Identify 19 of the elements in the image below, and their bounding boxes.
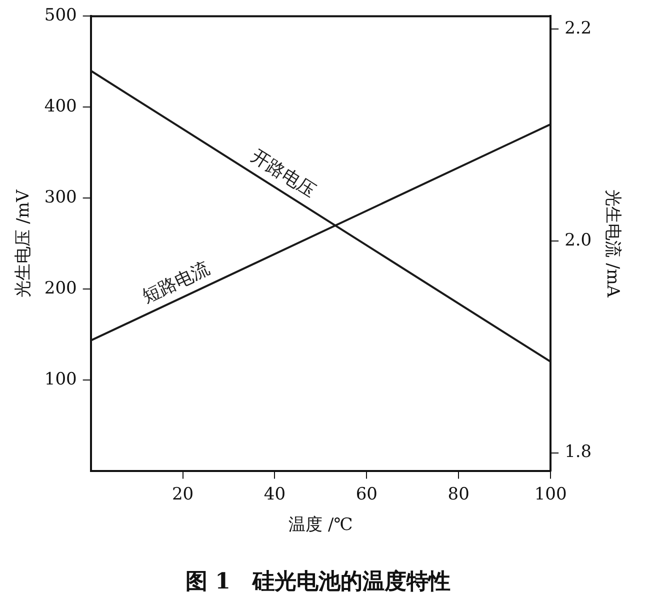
y-tick-label: 100	[44, 369, 77, 390]
x-axis-title: 温度 /℃	[288, 514, 353, 535]
y2-tick-label: 2.0	[564, 230, 592, 250]
y2-tick-label: 1.8	[564, 442, 592, 462]
y2-tick-label: 2.2	[564, 18, 592, 38]
text: 开路电压	[247, 146, 320, 202]
y-tick-label: 200	[44, 278, 77, 298]
y-axis-title: 光生电压 /mV	[14, 189, 34, 298]
y2-axis-title: 光生电流 /mA	[602, 190, 622, 298]
y-tick-label: 500	[44, 6, 77, 26]
y-tick-label: 300	[44, 187, 77, 208]
y-tick-label: 400	[44, 96, 77, 117]
text: 图 1 硅光电池的温度特性	[186, 568, 450, 595]
x-tick-label: 40	[264, 484, 286, 504]
text: 短路电流	[139, 258, 214, 308]
x-tick-label: 100	[534, 484, 567, 504]
x-tick-label: 60	[356, 484, 378, 504]
x-tick-label: 20	[172, 484, 194, 504]
x-tick-label: 80	[448, 484, 470, 504]
